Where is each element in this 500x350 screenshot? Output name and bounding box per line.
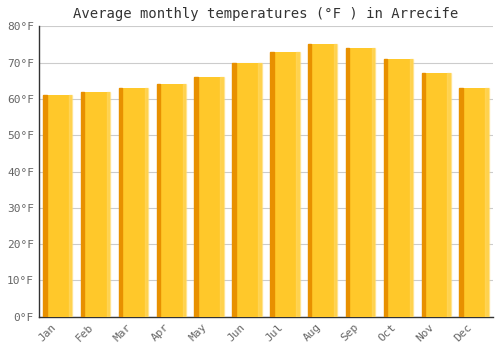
Bar (372, 48, 376, 317)
Bar (448, 74, 451, 317)
Bar (232, 63, 262, 317)
Bar (346, 48, 350, 317)
Bar (346, 48, 376, 317)
Bar (296, 52, 300, 317)
Bar (384, 59, 387, 317)
Bar (308, 44, 312, 317)
Bar (43, 95, 72, 317)
Bar (81, 92, 84, 317)
Bar (270, 52, 274, 317)
Bar (118, 88, 148, 317)
Bar (182, 84, 186, 317)
Bar (156, 84, 186, 317)
Bar (384, 59, 413, 317)
Bar (258, 63, 262, 317)
Bar (232, 63, 236, 317)
Bar (486, 88, 489, 317)
Bar (410, 59, 413, 317)
Bar (194, 77, 224, 317)
Bar (81, 92, 110, 317)
Bar (220, 77, 224, 317)
Bar (69, 95, 72, 317)
Bar (334, 44, 338, 317)
Bar (43, 95, 46, 317)
Bar (308, 44, 338, 317)
Bar (422, 74, 425, 317)
Bar (144, 88, 148, 317)
Bar (194, 77, 198, 317)
Title: Average monthly temperatures (°F ) in Arrecife: Average monthly temperatures (°F ) in Ar… (74, 7, 458, 21)
Bar (460, 88, 463, 317)
Bar (270, 52, 300, 317)
Bar (422, 74, 451, 317)
Bar (460, 88, 489, 317)
Bar (156, 84, 160, 317)
Bar (107, 92, 110, 317)
Bar (118, 88, 122, 317)
